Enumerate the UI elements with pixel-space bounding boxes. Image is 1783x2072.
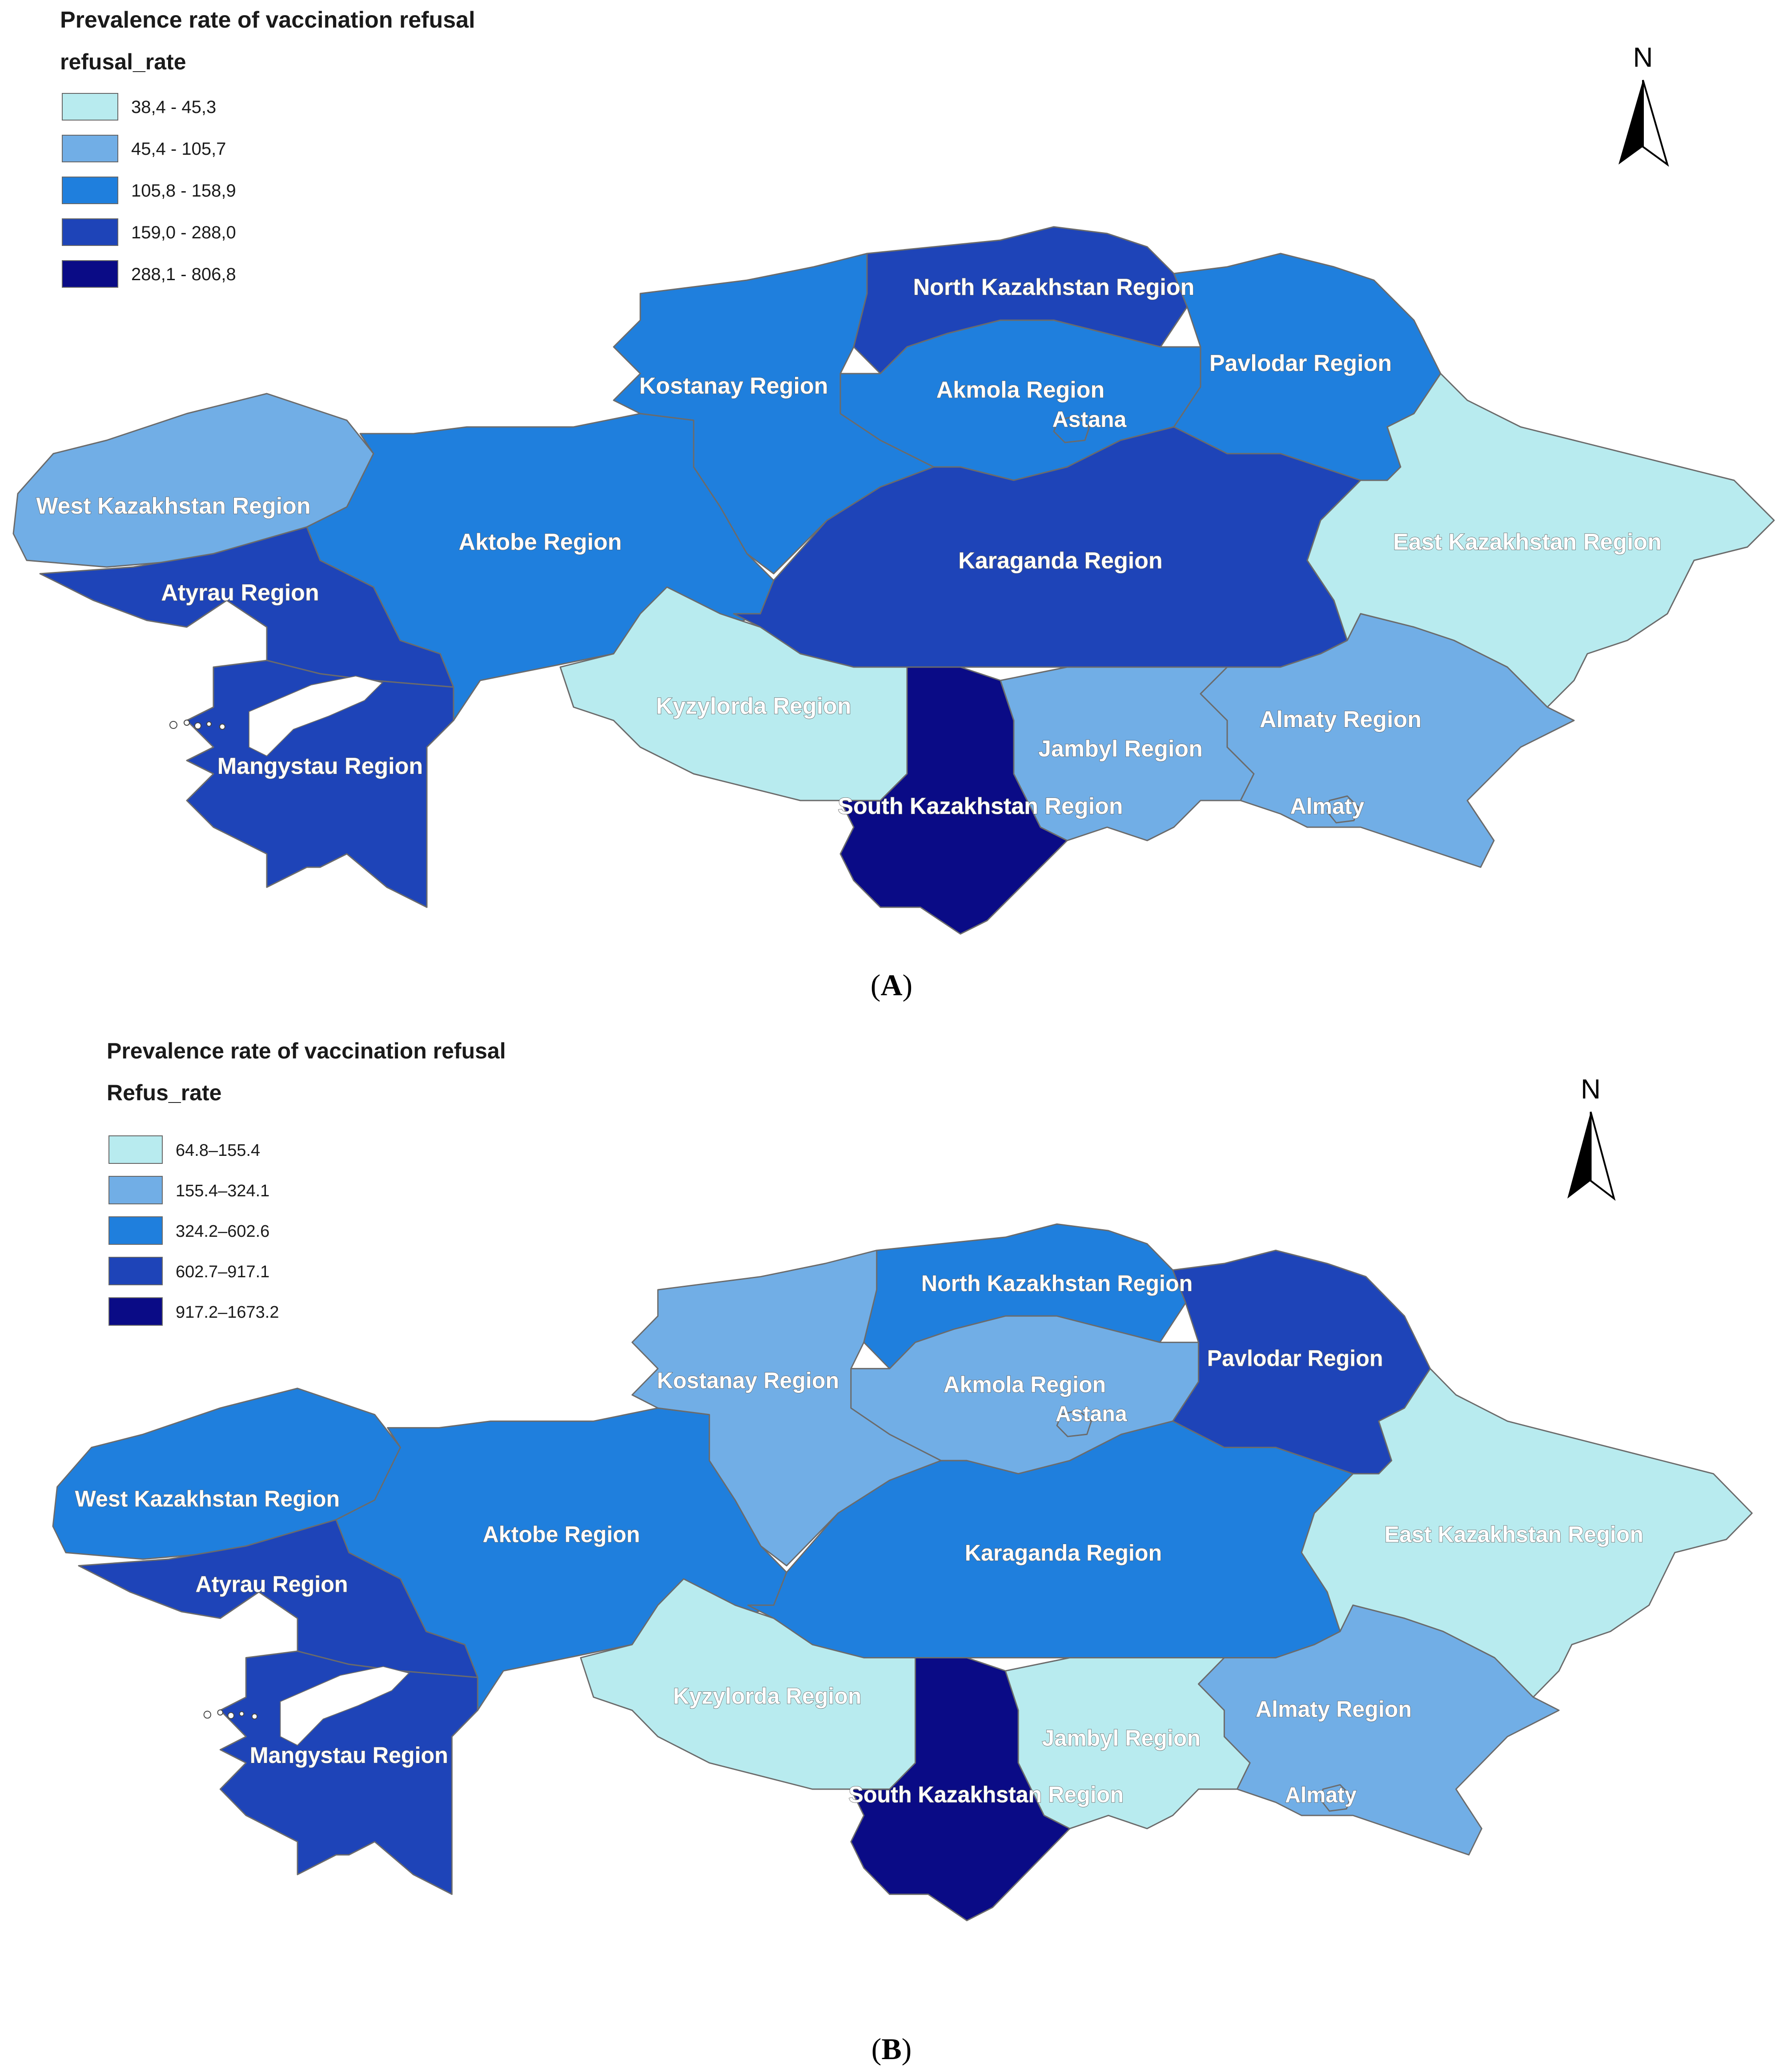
legend-class-label: 917.2–1673.2 xyxy=(176,1303,279,1322)
label-south-kazakhstan: South Kazakhstan Region xyxy=(838,793,1123,819)
legend-class-label: 602.7–917.1 xyxy=(176,1263,269,1281)
label-west-kazakhstan: West Kazakhstan Region xyxy=(36,493,310,519)
label-aktobe: Aktobe Region xyxy=(482,1521,640,1547)
legend-field: refusal_rate xyxy=(60,49,186,74)
north-label: N xyxy=(1633,42,1653,73)
legend-swatch xyxy=(108,1257,163,1285)
label-north-kazakhstan: North Kazakhstan Region xyxy=(913,274,1195,300)
caption-letter: A xyxy=(880,968,902,1002)
legend-swatch xyxy=(108,1135,163,1164)
label-akmola: Akmola Region xyxy=(944,1372,1106,1397)
panel-caption: (B) xyxy=(871,2032,912,2066)
label-astana: Astana xyxy=(1056,1402,1128,1426)
region-almaty[interactable] xyxy=(1320,1784,1352,1812)
region-east-kazakhstan[interactable] xyxy=(1306,373,1775,708)
label-kyzylorda: Kyzylorda Region xyxy=(656,693,851,719)
label-pavlodar: Pavlodar Region xyxy=(1209,350,1392,376)
caption-paren-close: ) xyxy=(903,968,913,1002)
legend-swatch xyxy=(108,1216,163,1245)
label-astana: Astana xyxy=(1052,407,1127,432)
caspian-bay xyxy=(249,675,383,757)
caspian-island xyxy=(194,722,201,729)
legend-class-label: 324.2–602.6 xyxy=(176,1222,269,1241)
label-pavlodar: Pavlodar Region xyxy=(1207,1345,1383,1371)
label-south-kazakhstan: South Kazakhstan Region xyxy=(848,1782,1124,1807)
choropleth-map: West Kazakhstan Region Atyrau Region Mangy… xyxy=(12,226,1775,935)
legend-swatch xyxy=(108,1297,163,1326)
legend-class-label: 288,1 - 806,8 xyxy=(131,265,236,284)
label-mangystau: Mangystau Region xyxy=(250,1742,448,1768)
label-kostanay: Kostanay Region xyxy=(657,1368,839,1393)
legend-title: Prevalence rate of vaccination refusal xyxy=(107,1038,506,1063)
label-almaty-region: Almaty Region xyxy=(1260,707,1422,732)
caspian-island xyxy=(227,1712,235,1719)
north-arrow-light-half xyxy=(1642,80,1669,167)
caspian-island xyxy=(239,1711,245,1717)
caption-paren-close: ) xyxy=(902,2032,912,2066)
label-east-kazakhstan: East Kazakhstan Region xyxy=(1384,1521,1643,1547)
label-karaganda: Karaganda Region xyxy=(958,548,1162,574)
caspian-island xyxy=(184,720,190,726)
legend-class-label: 159,0 - 288,0 xyxy=(131,223,236,242)
legend-swatch xyxy=(62,218,118,246)
region-almaty[interactable] xyxy=(1326,795,1359,824)
label-kostanay: Kostanay Region xyxy=(639,373,828,399)
label-jambyl: Jambyl Region xyxy=(1042,1725,1201,1751)
region-almaty-region[interactable] xyxy=(1200,613,1575,868)
legend-class-label: 155.4–324.1 xyxy=(176,1182,269,1200)
caspian-island xyxy=(251,1713,258,1720)
label-east-kazakhstan: East Kazakhstan Region xyxy=(1393,529,1662,555)
label-jambyl: Jambyl Region xyxy=(1038,736,1203,762)
legend-class-label: 105,8 - 158,9 xyxy=(131,181,236,201)
north-arrow-icon: N xyxy=(1618,42,1669,167)
legend: Prevalence rate of vaccination refusal re… xyxy=(60,7,475,288)
north-arrow-icon: N xyxy=(1567,1074,1616,1201)
label-akmola: Akmola Region xyxy=(936,377,1105,403)
caspian-island xyxy=(219,724,225,730)
map-panel-a: West Kazakhstan Region Atyrau Region Mangy… xyxy=(12,7,1775,1002)
label-west-kazakhstan: West Kazakhstan Region xyxy=(75,1486,340,1512)
choropleth-map: West Kazakhstan Region Atyrau Region Mangy… xyxy=(52,1223,1753,1921)
caspian-island xyxy=(203,1710,212,1719)
caption-paren-open: ( xyxy=(871,968,881,1002)
label-almaty-region: Almaty Region xyxy=(1256,1696,1412,1722)
region-astana[interactable] xyxy=(1056,1409,1092,1437)
region-almaty-region[interactable] xyxy=(1198,1604,1560,1856)
label-almaty: Almaty xyxy=(1285,1783,1357,1807)
caption-paren-open: ( xyxy=(871,2032,882,2066)
caspian-island xyxy=(206,721,212,727)
north-arrow-dark-half xyxy=(1618,80,1643,165)
label-mangystau: Mangystau Region xyxy=(217,753,423,779)
legend-swatch xyxy=(62,177,118,204)
label-atyrau: Atyrau Region xyxy=(161,580,319,606)
region-east-kazakhstan[interactable] xyxy=(1301,1368,1753,1698)
legend-title: Prevalence rate of vaccination refusal xyxy=(60,7,475,33)
legend-class-label: 38,4 - 45,3 xyxy=(131,97,216,117)
panel-caption: (A) xyxy=(871,968,912,1002)
north-arrow-dark-half xyxy=(1567,1112,1591,1199)
label-atyrau: Atyrau Region xyxy=(196,1571,348,1597)
label-aktobe: Aktobe Region xyxy=(459,529,622,555)
legend-swatch xyxy=(62,93,118,121)
label-north-kazakhstan: North Kazakhstan Region xyxy=(921,1271,1193,1296)
legend-class-label: 64.8–155.4 xyxy=(176,1141,260,1160)
legend: Prevalence rate of vaccination refusal Re… xyxy=(107,1038,506,1326)
legend-swatch xyxy=(62,260,118,288)
caption-letter: B xyxy=(881,2032,901,2066)
north-label: N xyxy=(1581,1074,1601,1105)
region-astana[interactable] xyxy=(1053,415,1090,443)
label-almaty: Almaty xyxy=(1290,794,1365,819)
caspian-bay xyxy=(280,1666,410,1746)
caspian-island xyxy=(217,1709,224,1716)
map-panel-b: West Kazakhstan Region Atyrau Region Mangy… xyxy=(52,1038,1753,2066)
legend-swatch xyxy=(62,135,118,162)
legend-swatch xyxy=(108,1176,163,1204)
north-arrow-light-half xyxy=(1590,1111,1616,1201)
legend-class-label: 45,4 - 105,7 xyxy=(131,139,226,159)
label-kyzylorda: Kyzylorda Region xyxy=(673,1683,862,1709)
legend-field: Refus_rate xyxy=(107,1080,221,1105)
caspian-island xyxy=(169,721,177,729)
label-karaganda: Karaganda Region xyxy=(965,1540,1162,1565)
